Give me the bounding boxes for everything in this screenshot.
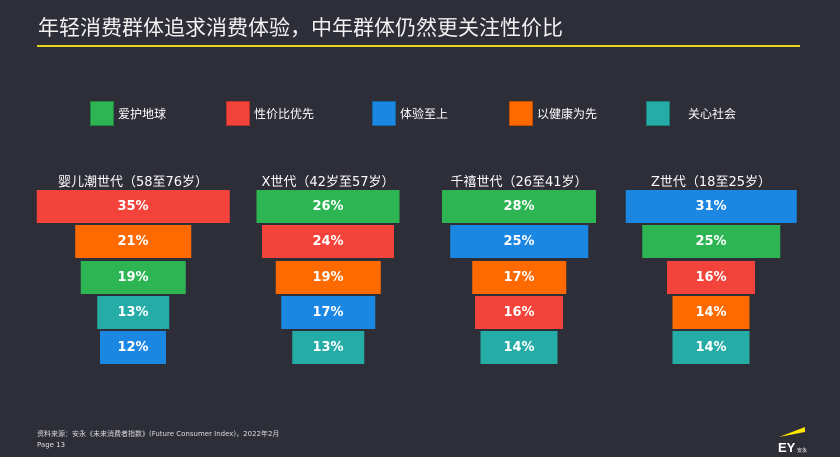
funnel-bar: 17% — [281, 296, 375, 329]
legend-swatch — [646, 101, 670, 126]
funnel-bar: 28% — [442, 190, 596, 223]
legend-label: 关心社会 — [688, 107, 737, 121]
legend-item: 体验至上 — [372, 101, 448, 126]
funnel-bar: 26% — [256, 190, 400, 223]
legend-item: 关心社会 — [646, 101, 736, 126]
funnel-bar: 31% — [625, 190, 797, 223]
title-divider — [37, 45, 800, 47]
funnel-bar: 14% — [672, 331, 750, 364]
funnel-bar: 17% — [472, 261, 566, 294]
funnel-bar: 14% — [480, 331, 558, 364]
group-title: Z世代（18至25岁） — [651, 175, 771, 190]
legend-item: 性价比优先 — [226, 101, 314, 126]
svg-text:安永: 安永 — [797, 447, 807, 454]
funnel-bar: 21% — [75, 225, 191, 258]
group-title: X世代（42岁至57岁） — [261, 175, 395, 190]
legend-swatch — [372, 101, 396, 126]
legend-swatch — [90, 101, 114, 126]
page-number: Page 13 — [37, 441, 66, 449]
funnel-bar: 14% — [672, 296, 750, 329]
group-title: 千禧世代（26至41岁） — [450, 175, 588, 190]
funnel-bar: 16% — [475, 296, 563, 329]
funnel-bar: 16% — [667, 261, 755, 294]
legend-swatch — [226, 101, 250, 126]
legend-item: 以健康为先 — [509, 101, 597, 126]
funnel-bar: 25% — [450, 225, 588, 258]
group-title: 婴儿潮世代（58至76岁） — [57, 175, 209, 190]
legend-label: 性价比优先 — [254, 107, 315, 121]
funnel-bar: 25% — [642, 225, 780, 258]
legend-swatch — [509, 101, 533, 126]
svg-text:EY: EY — [778, 440, 796, 454]
legend-label: 以健康为先 — [537, 107, 598, 121]
funnel-bar: 19% — [80, 261, 186, 294]
page-title: 年轻消费群体追求消费体验，中年群体仍然更关注性价比 — [38, 16, 563, 40]
funnel-bar: 24% — [262, 225, 394, 258]
source-note: 资料来源：安永《未来消费者指数》(Future Consumer Index)，… — [37, 430, 280, 438]
legend-item: 爱护地球 — [90, 101, 166, 126]
funnel-bar: 13% — [292, 331, 364, 364]
funnel-bar: 35% — [36, 190, 230, 223]
funnel-bar: 13% — [97, 296, 169, 329]
funnel-bar: 19% — [275, 261, 381, 294]
legend-label: 体验至上 — [400, 107, 449, 121]
ey-logo: EY 安永 — [778, 427, 807, 454]
funnel-bar: 12% — [100, 331, 166, 364]
legend-label: 爱护地球 — [118, 107, 167, 121]
